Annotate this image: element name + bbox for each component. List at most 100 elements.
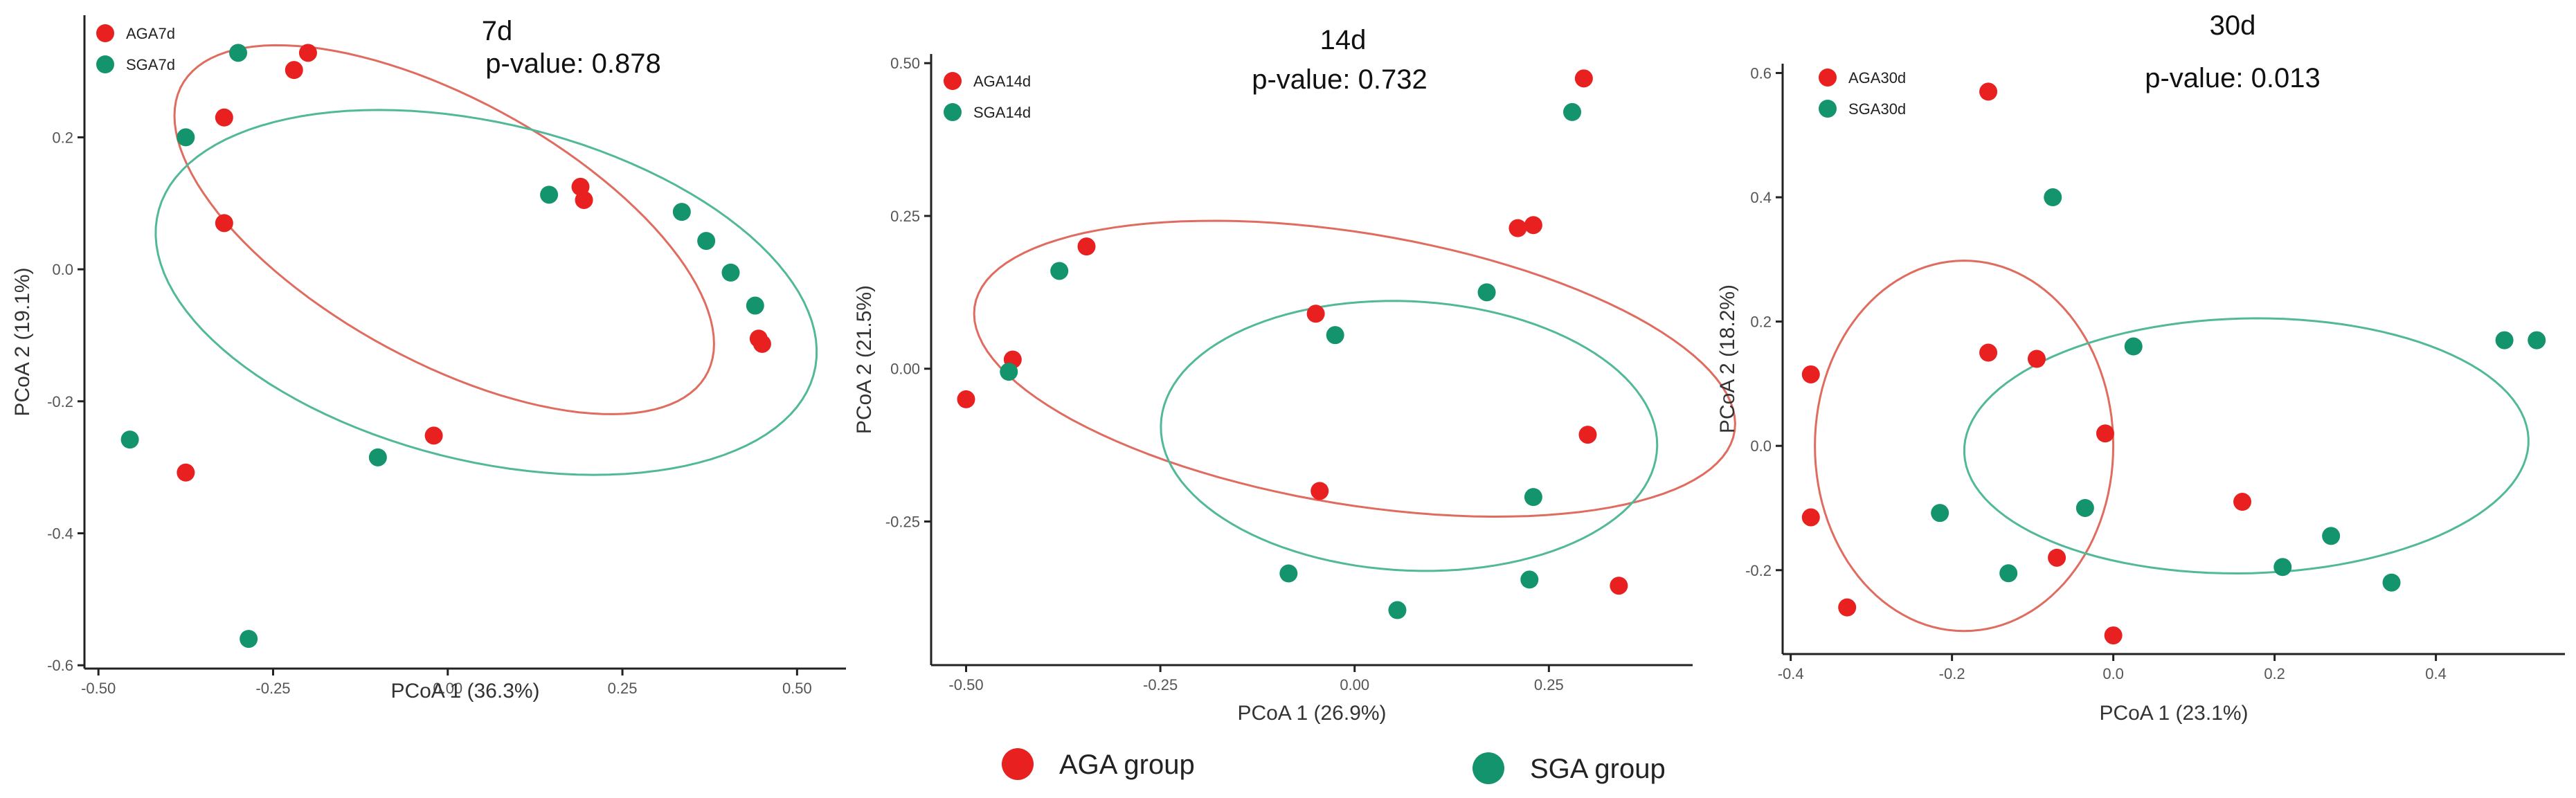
x-axis-title: PCoA 1 (36.3%): [390, 680, 539, 702]
y-tick-label: 0.2: [52, 129, 73, 146]
data-point-aga: [1077, 237, 1096, 256]
data-point-sga: [2322, 527, 2341, 545]
data-point-sga: [1477, 283, 1496, 302]
data-point-sga: [2382, 573, 2401, 592]
bottom-legend: AGA group SGA group: [1002, 748, 1666, 784]
x-tick-label: 0.0: [2102, 665, 2124, 682]
data-point-sga: [229, 44, 248, 62]
data-point-sga: [1000, 363, 1018, 381]
y-axis-title: PCoA 2 (18.2%): [1716, 284, 1739, 433]
data-point-sga: [540, 185, 559, 204]
data-point-aga: [753, 334, 771, 353]
data-point-sga: [1388, 601, 1407, 619]
x-tick-label: 0.00: [1340, 676, 1369, 693]
data-point-aga: [1979, 343, 1998, 362]
data-point-aga: [1801, 508, 1820, 527]
legend-label-sga: SGA14d: [973, 104, 1031, 121]
y-tick-label: 0.25: [890, 208, 920, 225]
data-point-aga: [2096, 424, 2114, 443]
y-axis-title: PCoA 2 (19.1%): [11, 267, 34, 416]
data-point-sga: [2495, 331, 2514, 350]
x-tick-label: -0.50: [81, 680, 116, 697]
data-point-sga: [746, 296, 764, 315]
x-tick-label: -0.25: [1143, 676, 1178, 693]
y-tick-label: 0.50: [890, 55, 920, 72]
data-point-aga: [1801, 365, 1820, 383]
data-point-sga: [1520, 570, 1539, 589]
x-tick-label: 0.50: [782, 680, 812, 697]
data-point-sga: [1279, 564, 1298, 583]
chart-panel-14d: -0.50 -0.25 0.00 0.25 -0.25 0.00 0.25 0.50 PCoA …: [853, 25, 1736, 725]
data-point-aga: [285, 61, 303, 80]
legend-aga-group-marker: [1002, 748, 1034, 780]
x-tick-label: 0.25: [1534, 676, 1564, 693]
data-point-aga: [1508, 219, 1527, 237]
x-tick-label: -0.50: [948, 676, 983, 693]
p-value-label: p-value: 0.878: [485, 48, 661, 79]
data-point-aga: [215, 214, 233, 233]
y-tick-label: 0.2: [1750, 314, 1772, 331]
data-point-sga: [2528, 331, 2546, 350]
x-tick-label: 0.2: [2264, 665, 2285, 682]
p-value-label: p-value: 0.013: [2145, 63, 2321, 93]
y-tick-label: 0.0: [1750, 437, 1772, 455]
data-point-sga: [2075, 498, 2094, 517]
data-point-aga: [424, 426, 443, 445]
legend-label-sga: SGA7d: [126, 56, 175, 73]
data-point-aga: [1578, 426, 1597, 444]
confidence-ellipse-aga: [1814, 260, 2115, 633]
y-tick-label: -0.25: [885, 513, 920, 530]
data-point-aga: [2048, 548, 2066, 567]
panel-title: 7d: [482, 16, 513, 46]
chart-panel-30d: -0.4 -0.2 0.0 0.2 0.4 -0.2 0.0 0.2 0.4 0.6 PCoA 1 …: [1716, 10, 2565, 725]
data-point-sga: [2273, 558, 2292, 577]
legend-marker-aga: [944, 72, 962, 90]
legend-label-aga: AGA7d: [126, 25, 175, 42]
confidence-ellipse-aga: [173, 44, 715, 415]
data-point-aga: [575, 190, 593, 209]
data-point-aga: [1574, 69, 1593, 88]
x-tick-label: 0.4: [2425, 665, 2447, 682]
legend-marker-aga: [1819, 69, 1837, 87]
data-point-aga: [2104, 626, 2123, 645]
data-point-sga: [672, 203, 691, 221]
data-point-sga: [721, 263, 740, 282]
legend-marker-aga: [96, 24, 114, 42]
data-point-aga: [1838, 598, 1857, 617]
confidence-ellipse-sga: [1963, 317, 2530, 575]
x-tick-label: -0.4: [1778, 665, 1804, 682]
data-point-sga: [2124, 337, 2143, 356]
data-point-sga: [1999, 564, 2018, 583]
data-point-sga: [1931, 504, 1949, 523]
legend-label-aga: AGA30d: [1848, 69, 1906, 87]
data-point-aga: [1524, 216, 1542, 235]
confidence-ellipse-aga: [973, 219, 1736, 518]
y-tick-label: -0.4: [47, 525, 73, 543]
x-axis-title: PCoA 1 (26.9%): [1237, 702, 1386, 725]
legend-sga-group-label: SGA group: [1530, 754, 1666, 784]
data-point-aga: [1306, 305, 1325, 323]
data-point-sga: [240, 630, 258, 649]
data-point-aga: [2233, 493, 2252, 511]
panel-title: 30d: [2210, 10, 2256, 41]
legend-marker-sga: [944, 103, 962, 121]
panel-title: 14d: [1320, 25, 1367, 55]
x-tick-label: -0.25: [255, 680, 290, 697]
data-point-aga: [1979, 82, 1998, 101]
y-axis-title: PCoA 2 (21.5%): [853, 285, 876, 434]
confidence-ellipse-sga: [154, 109, 818, 476]
legend-sga-group-marker: [1472, 752, 1504, 784]
data-point-aga: [298, 44, 317, 62]
chart-panels: -0.50 -0.25 0.00 0.25 0.50 -0.6 -0.4 -0.2 0.0 0.2…: [11, 10, 2565, 725]
x-tick-label: 0.25: [608, 680, 638, 697]
data-point-sga: [1524, 488, 1542, 507]
data-point-sga: [697, 232, 716, 251]
data-point-sga: [1326, 326, 1344, 345]
y-tick-label: 0.0: [52, 261, 73, 278]
data-point-sga: [368, 448, 387, 466]
data-point-sga: [177, 128, 195, 147]
legend-label-sga: SGA30d: [1848, 100, 1906, 118]
x-tick-label: -0.2: [1939, 665, 1965, 682]
data-point-aga: [177, 463, 195, 482]
